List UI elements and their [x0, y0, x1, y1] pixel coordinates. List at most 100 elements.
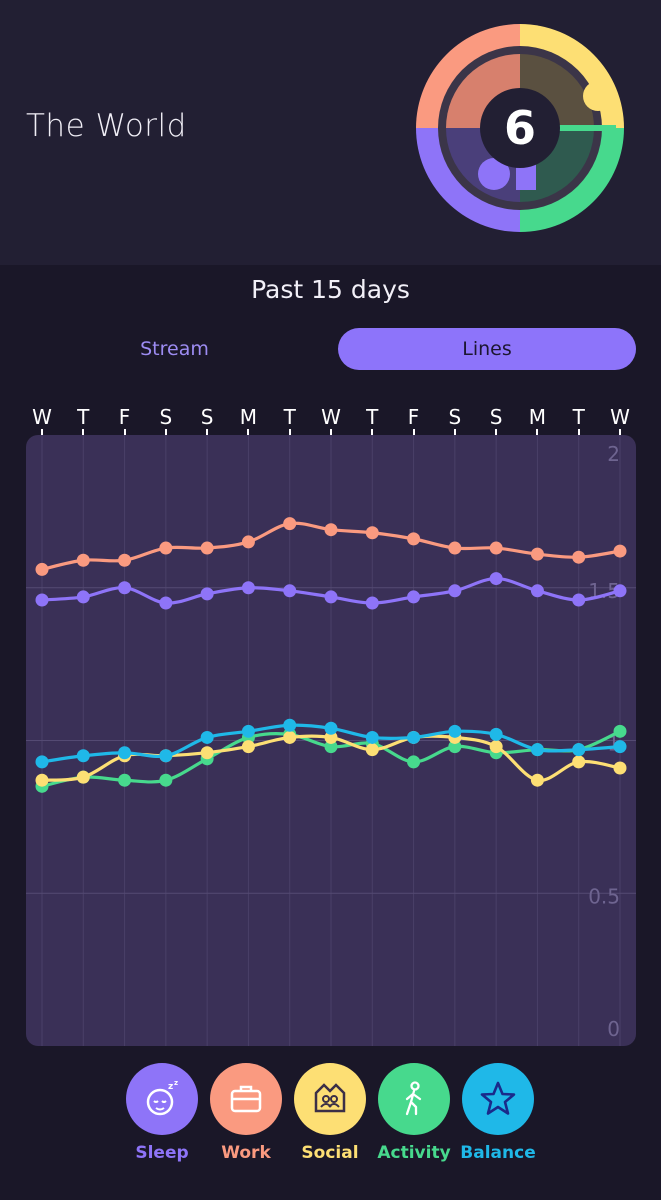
data-point-balance [241, 724, 255, 738]
data-point-sleep [283, 584, 297, 598]
y-tick-label: 2 [607, 442, 620, 466]
data-point-sleep [241, 581, 255, 595]
data-point-work [407, 532, 421, 546]
data-point-sleep [76, 590, 90, 604]
data-point-social [489, 740, 503, 754]
data-point-balance [159, 749, 173, 763]
data-point-sleep [572, 593, 586, 607]
data-point-social [76, 770, 90, 784]
data-point-social [200, 746, 214, 760]
legend-label: Activity [377, 1143, 451, 1163]
day-label: T [572, 405, 585, 429]
data-point-balance [530, 743, 544, 757]
day-label: S [489, 405, 503, 429]
data-point-social [35, 773, 49, 787]
period-label: Past 15 days [251, 275, 410, 304]
day-tick [164, 429, 167, 437]
day-label: F [407, 405, 420, 429]
data-point-balance [613, 740, 627, 754]
data-point-work [283, 517, 297, 531]
day-tick [330, 429, 332, 437]
data-point-work [76, 553, 90, 567]
data-point-activity [448, 740, 462, 754]
data-point-balance [407, 730, 421, 744]
data-point-social [530, 773, 544, 787]
header: The World 6 [0, 0, 661, 265]
data-point-balance [448, 724, 462, 738]
day-label: T [366, 405, 379, 429]
data-point-activity [613, 724, 627, 738]
legend-item-balance[interactable]: Balance [458, 1063, 538, 1163]
legend-label: Sleep [135, 1143, 189, 1163]
day-tick [453, 429, 456, 437]
tab-stream[interactable]: Stream [140, 338, 209, 360]
data-point-balance [365, 730, 379, 744]
data-point-work [448, 541, 462, 555]
data-point-sleep [200, 587, 214, 601]
day-label: S [448, 405, 462, 429]
data-point-balance [35, 755, 49, 769]
svg-text:z: z [174, 1079, 178, 1087]
view-tabs: Stream Lines [26, 328, 636, 370]
legend-item-activity[interactable]: Activity [374, 1063, 454, 1163]
day-label: M [239, 405, 258, 429]
legend-item-social[interactable]: Social [290, 1063, 370, 1163]
page-title: The World [26, 108, 187, 144]
day-label: T [283, 405, 296, 429]
data-point-social [613, 761, 627, 775]
data-point-sleep [407, 590, 421, 604]
data-point-balance [76, 749, 90, 763]
data-point-activity [159, 773, 173, 787]
score-ring[interactable]: 6 [416, 24, 624, 232]
line-chart: 2 1.5 1 0.5 0 [26, 435, 636, 1046]
day-label: T [77, 405, 90, 429]
day-tick [577, 429, 580, 437]
day-label: S [159, 405, 173, 429]
data-point-sleep [35, 593, 49, 607]
data-point-balance [200, 730, 214, 744]
legend-label: Social [301, 1143, 359, 1163]
data-point-sleep [159, 596, 173, 610]
svg-text:z: z [168, 1082, 173, 1092]
day-tick [82, 429, 85, 437]
walking-icon [378, 1063, 450, 1135]
data-point-social [241, 740, 255, 754]
day-label: F [118, 405, 131, 429]
tab-lines[interactable]: Lines [338, 328, 636, 370]
data-point-sleep [324, 590, 338, 604]
data-point-work [35, 562, 49, 576]
day-label: W [610, 405, 630, 429]
day-label: W [32, 405, 52, 429]
data-point-sleep [118, 581, 132, 595]
data-point-social [283, 730, 297, 744]
day-tick [123, 429, 126, 437]
legend: z z Sleep Work Social Activity Balance [0, 1063, 661, 1173]
data-point-sleep [613, 584, 627, 598]
data-point-work [200, 541, 214, 555]
data-point-activity [407, 755, 421, 769]
day-tick [536, 429, 539, 437]
data-point-social [572, 755, 586, 769]
legend-item-work[interactable]: Work [206, 1063, 286, 1163]
data-point-social [365, 743, 379, 757]
day-tick [412, 429, 415, 437]
data-point-work [324, 523, 338, 537]
day-tick [206, 429, 209, 437]
data-point-work [613, 544, 627, 558]
data-point-balance [324, 721, 338, 735]
data-point-balance [572, 743, 586, 757]
data-point-sleep [448, 584, 462, 598]
day-tick [288, 429, 291, 437]
legend-label: Balance [460, 1143, 536, 1163]
people-icon [294, 1063, 366, 1135]
legend-item-sleep[interactable]: z z Sleep [122, 1063, 202, 1163]
y-tick-label: 0 [607, 1017, 620, 1041]
data-point-social [324, 730, 338, 744]
briefcase-icon [210, 1063, 282, 1135]
day-tick [247, 429, 250, 437]
y-tick-label: 0.5 [588, 884, 620, 908]
data-point-sleep [530, 584, 544, 598]
data-point-sleep [489, 572, 503, 586]
